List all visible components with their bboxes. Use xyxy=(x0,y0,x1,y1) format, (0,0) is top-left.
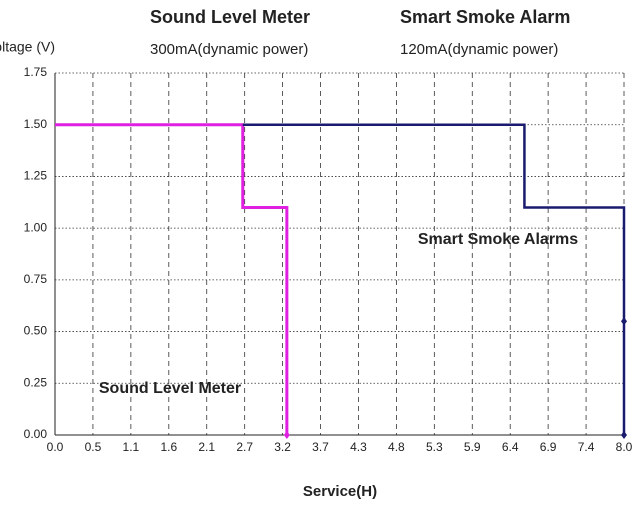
x-tick-label: 6.4 xyxy=(502,440,519,454)
x-tick-label: 6.9 xyxy=(540,440,557,454)
x-tick-label: 4.8 xyxy=(388,440,405,454)
point-marker xyxy=(283,431,290,439)
y-tick-label: 0.50 xyxy=(24,324,48,338)
point-marker xyxy=(621,317,627,326)
x-tick-label: 3.2 xyxy=(274,440,291,454)
x-tick-label: 1.6 xyxy=(160,440,177,454)
x-tick-label: 0.0 xyxy=(47,440,64,454)
x-tick-label: 5.3 xyxy=(426,440,443,454)
y-tick-label: 1.75 xyxy=(24,65,48,79)
y-tick-label: 0.00 xyxy=(24,427,48,441)
x-tick-label: 5.9 xyxy=(464,440,481,454)
y-tick-label: 1.50 xyxy=(24,117,48,131)
y-tick-label: 1.25 xyxy=(24,169,48,183)
series-name: Sound Level Meter xyxy=(150,7,310,27)
series-name: Smart Smoke Alarm xyxy=(400,7,570,27)
annotation: Smart Smoke Alarms xyxy=(418,231,578,248)
y-tick-label: 1.00 xyxy=(24,220,48,234)
y-tick-label: 0.75 xyxy=(24,272,48,286)
x-tick-label: 4.3 xyxy=(350,440,367,454)
series-line xyxy=(242,123,626,435)
x-tick-label: 3.7 xyxy=(312,440,329,454)
point-marker xyxy=(621,431,627,439)
series-line xyxy=(55,123,289,435)
x-tick-label: 0.5 xyxy=(85,440,102,454)
y-axis-label: Voltage (V) xyxy=(0,39,55,55)
annotation: Sound Level Meter xyxy=(99,380,241,397)
x-tick-label: 7.4 xyxy=(578,440,595,454)
series-description: 300mA(dynamic power) xyxy=(150,41,308,58)
x-axis-label: Service(H) xyxy=(303,483,377,500)
x-tick-label: 1.1 xyxy=(123,440,140,454)
y-tick-label: 0.25 xyxy=(24,375,48,389)
x-tick-label: 8.0 xyxy=(616,440,633,454)
series-description: 120mA(dynamic power) xyxy=(400,41,558,58)
x-tick-label: 2.1 xyxy=(198,440,215,454)
x-tick-label: 2.7 xyxy=(236,440,253,454)
